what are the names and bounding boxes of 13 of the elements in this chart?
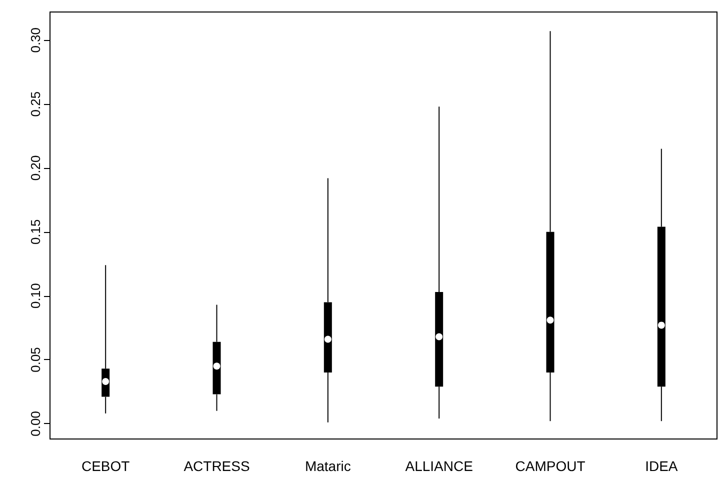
y-tick-label: 0.00: [28, 411, 43, 436]
y-tick-label: 0.15: [28, 219, 43, 245]
y-tick-label: 0.30: [28, 27, 43, 53]
x-tick-label: ALLIANCE: [405, 458, 473, 474]
x-tick-label: CAMPOUT: [515, 458, 586, 474]
x-tick-label: Mataric: [304, 458, 351, 474]
y-tick-label: 0.05: [28, 347, 43, 372]
x-tick-label: IDEA: [645, 458, 678, 474]
x-tick-label: CEBOT: [81, 458, 130, 474]
y-tick-label: 0.10: [28, 283, 43, 308]
y-tick-label: 0.20: [28, 155, 43, 181]
y-tick-label: 0.25: [28, 91, 43, 117]
x-tick-label: ACTRESS: [184, 458, 250, 474]
